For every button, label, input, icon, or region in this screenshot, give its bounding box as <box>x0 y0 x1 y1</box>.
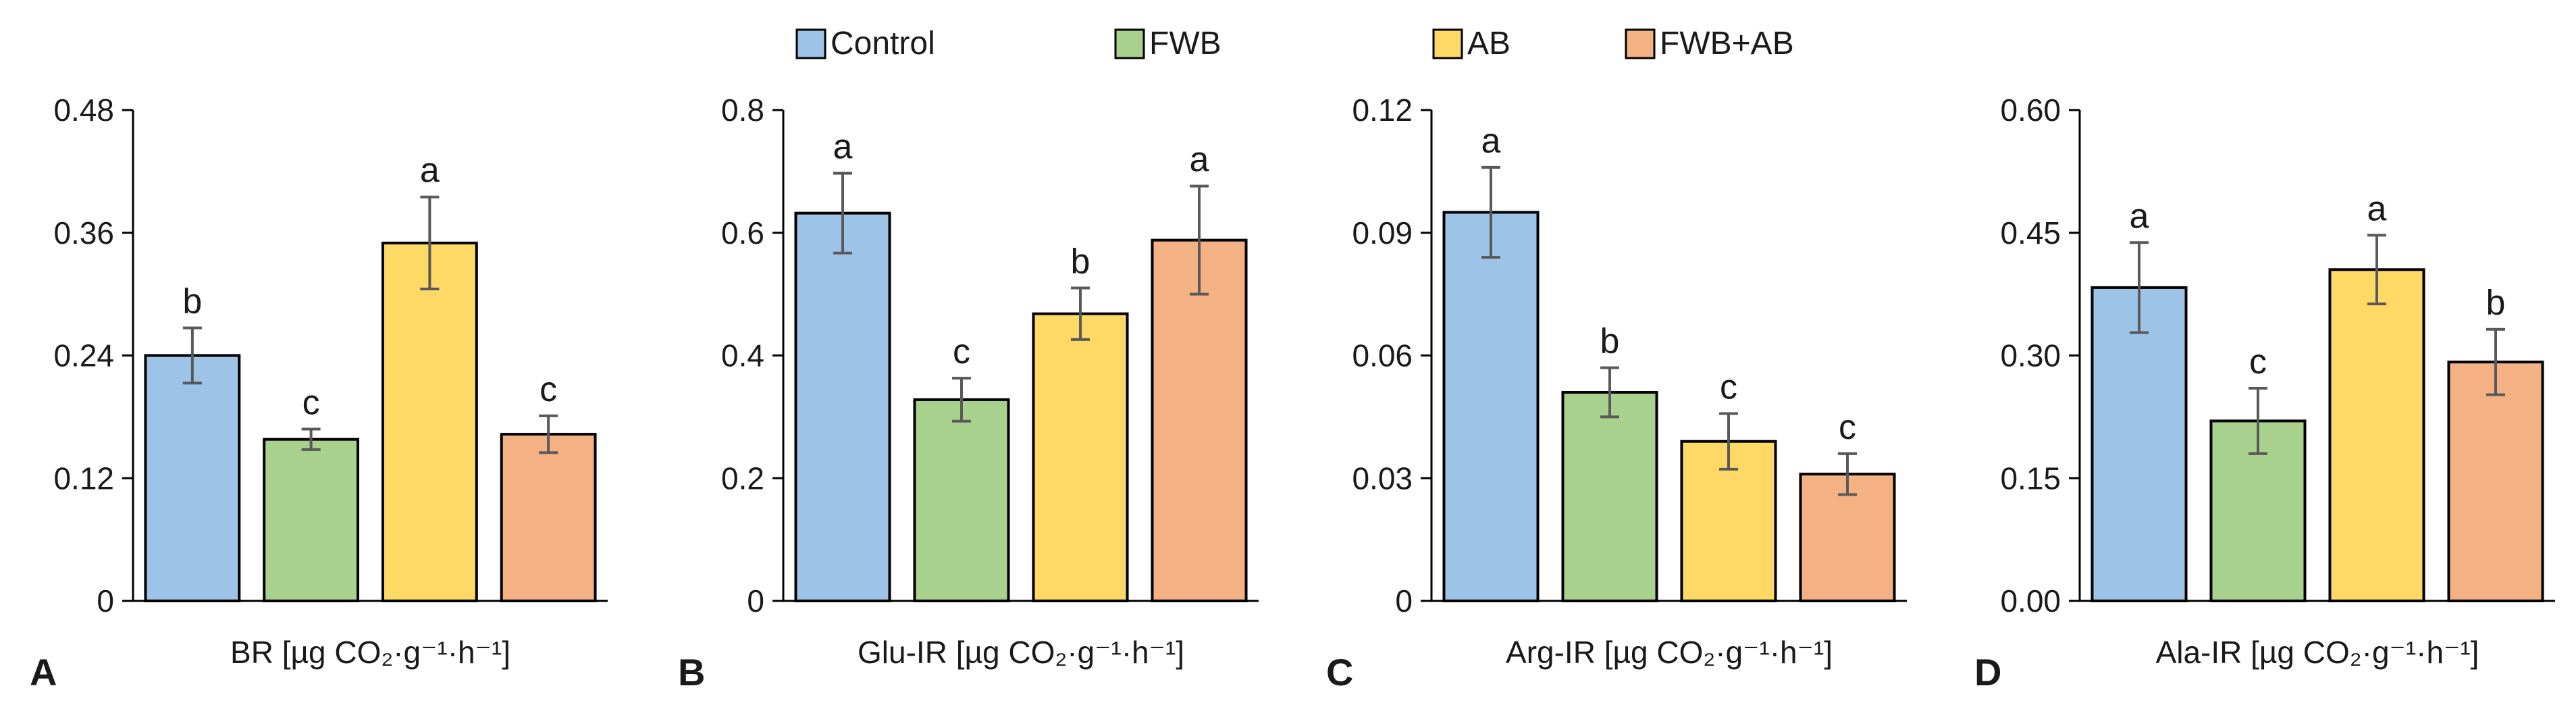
panel-C: 0 0.03 0.06 0.09 0.12 a b c c Arg-IR [µg CO₂·g⁻¹·… <box>1326 93 1907 693</box>
significance-letter: b <box>182 282 202 321</box>
significance-letter: b <box>2486 284 2506 323</box>
panel-label: A <box>30 651 57 693</box>
y-tick-label: 0.6 <box>721 215 764 250</box>
panel-label: B <box>678 651 705 693</box>
y-tick-label: 0.09 <box>1352 215 1413 250</box>
y-tick-label: 0.12 <box>1352 93 1413 128</box>
bar-control <box>2091 286 2188 602</box>
significance-letter: a <box>420 151 440 190</box>
significance-letter: c <box>1839 408 1856 447</box>
x-axis-label: Arg-IR [µg CO₂·g⁻¹·h⁻¹] <box>1506 635 1833 670</box>
y-tick-label: 0.24 <box>53 338 114 373</box>
significance-letter: a <box>1481 122 1501 161</box>
bar-fwb-ab <box>2447 361 2544 603</box>
panels: 0 0.12 0.24 0.36 0.48 b c a c BR [µg CO₂·g⁻¹·h⁻¹]… <box>30 93 2555 693</box>
panel-D: 0.00 0.15 0.30 0.45 0.60 a c a b Ala-IR [µg CO₂·g… <box>1974 93 2555 693</box>
significance-letter: a <box>2367 189 2387 228</box>
y-tick-label: 0.30 <box>2000 338 2061 373</box>
bar-fwb-ab <box>500 433 597 603</box>
bar-ab <box>381 241 478 603</box>
significance-letter: a <box>1190 140 1209 180</box>
bar-control <box>1442 211 1540 603</box>
significance-letter: b <box>1071 242 1090 282</box>
y-tick-label: 0.36 <box>53 215 114 250</box>
x-axis-label: Ala-IR [µg CO₂·g⁻¹·h⁻¹] <box>2156 635 2479 670</box>
y-tick-label: 0.48 <box>53 93 114 128</box>
significance-letter: b <box>1600 322 1620 361</box>
bar-ab <box>1032 312 1129 602</box>
significance-letter: c <box>540 370 557 409</box>
legend-swatch-2 <box>1114 28 1145 59</box>
x-axis-label: Glu-IR [µg CO₂·g⁻¹·h⁻¹] <box>858 635 1184 670</box>
y-tick-label: 0 <box>1395 583 1413 618</box>
bar-control <box>144 354 241 602</box>
significance-letter: a <box>2130 196 2149 236</box>
y-tick-label: 0.00 <box>2000 583 2061 618</box>
y-tick-label: 0.4 <box>721 338 764 373</box>
legend-swatch-3 <box>1432 28 1463 59</box>
panel-A: 0 0.12 0.24 0.36 0.48 b c a c BR [µg CO₂·g⁻¹·h⁻¹]… <box>30 93 608 693</box>
bar-fwb <box>913 398 1010 602</box>
y-tick-label: 0 <box>747 583 764 618</box>
legend: Control FWB AB FWB+AB <box>795 26 1794 61</box>
significance-letter: c <box>303 384 320 423</box>
y-tick-label: 0.45 <box>2000 215 2061 250</box>
y-tick-label: 0.12 <box>53 460 114 496</box>
y-tick-label: 0 <box>97 583 114 618</box>
bar-control <box>794 211 891 603</box>
legend-swatch-1 <box>795 28 826 59</box>
legend-label-4: FWB+AB <box>1660 26 1794 61</box>
y-tick-label: 0.06 <box>1352 338 1413 373</box>
legend-label-3: AB <box>1467 26 1510 61</box>
y-tick-label: 0.60 <box>2000 93 2061 128</box>
legend-label-1: Control <box>831 26 935 61</box>
bar-fwb <box>263 438 360 603</box>
significance-letter: c <box>1720 368 1737 407</box>
y-tick-label: 0.15 <box>2000 460 2061 496</box>
legend-label-2: FWB <box>1149 26 1221 61</box>
significance-letter: c <box>953 332 970 371</box>
panel-label: D <box>1974 651 2001 693</box>
significance-letter: a <box>833 128 853 167</box>
bar-fwb <box>1561 391 1658 603</box>
bar-ab <box>2328 268 2425 602</box>
y-tick-label: 0.2 <box>721 460 764 496</box>
significance-letter: c <box>2249 342 2267 381</box>
y-tick-label: 0.03 <box>1352 460 1413 496</box>
legend-swatch-4 <box>1625 28 1656 59</box>
panel-B: 0 0.2 0.4 0.6 0.8 a c b a Glu-IR [µg CO₂·g⁻¹·h⁻¹]… <box>678 93 1259 693</box>
panel-label: C <box>1326 651 1353 693</box>
x-axis-label: BR [µg CO₂·g⁻¹·h⁻¹] <box>230 635 510 670</box>
y-tick-label: 0.8 <box>721 93 764 128</box>
